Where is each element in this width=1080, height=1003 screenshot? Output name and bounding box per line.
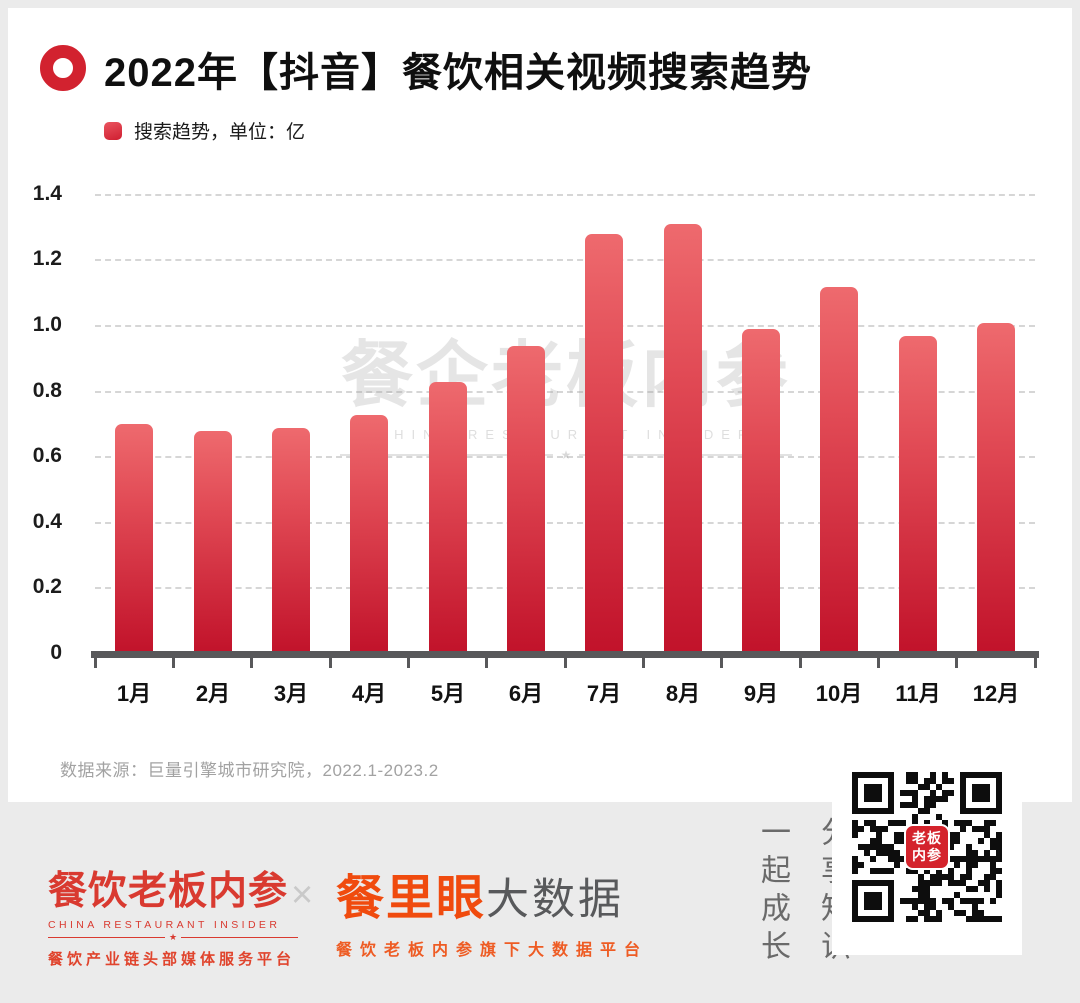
title-ring-icon	[40, 45, 86, 91]
qr-badge-line2: 内参	[912, 847, 942, 863]
brand-cri-line-right	[181, 937, 299, 938]
legend-label: 搜索趋势，单位：亿	[134, 122, 306, 143]
qr-code-panel: 老板 内参	[832, 757, 1022, 955]
watermark-star-divider: ★	[340, 448, 793, 462]
brand-cri-english: CHINA RESTAURANT INSIDER	[48, 919, 281, 931]
watermark-star-icon: ★	[560, 448, 572, 462]
cross-separator-icon: ×	[291, 874, 314, 916]
brand-canliyan-rest: 大数据	[486, 876, 625, 924]
watermark-line-right	[579, 454, 793, 456]
watermark-en-text: CHINA RESTAURANT INSIDER	[376, 427, 756, 442]
brand-cri-tagline: 餐饮产业链头部媒体服务平台	[48, 951, 296, 968]
chart-legend: 搜索趋势，单位：亿	[104, 117, 305, 144]
qr-code	[852, 772, 1002, 922]
brand-cri-name: 餐饮老板内参	[48, 870, 289, 913]
legend-swatch-icon	[104, 121, 122, 140]
brand-cri-star-divider: ★	[48, 932, 299, 943]
brand-canliyan-logo: 餐里眼 大数据 餐饮老板内参旗下大数据平台	[336, 858, 648, 960]
brand-cri-line-left	[48, 937, 165, 938]
watermark-line-left	[340, 454, 553, 456]
brand-canliyan-name: 餐里眼 大数据	[336, 858, 648, 928]
qr-center-badge: 老板 内参	[904, 824, 950, 870]
qr-badge-line1: 老板	[912, 830, 942, 846]
watermark-cn-text: 餐企老板内参	[340, 336, 791, 416]
brand-canliyan-tagline: 餐饮老板内参旗下大数据平台	[336, 942, 649, 959]
watermark: 餐企老板内参 CHINA RESTAURANT INSIDER ★	[340, 316, 793, 462]
brand-cri-logo: 餐饮老板内参 CHINA RESTAURANT INSIDER ★ 餐饮产业链头…	[48, 860, 299, 969]
brand-canliyan-highlight: 餐里眼	[336, 872, 487, 925]
data-source-note: 数据来源：巨量引擎城市研究院，2022.1-2023.2	[60, 761, 439, 780]
slogan-col-1: 一起成长	[756, 816, 789, 968]
page-title: 2022年【抖音】餐饮相关视频搜索趋势	[104, 51, 812, 95]
brand-cri-star-icon: ★	[168, 932, 178, 942]
